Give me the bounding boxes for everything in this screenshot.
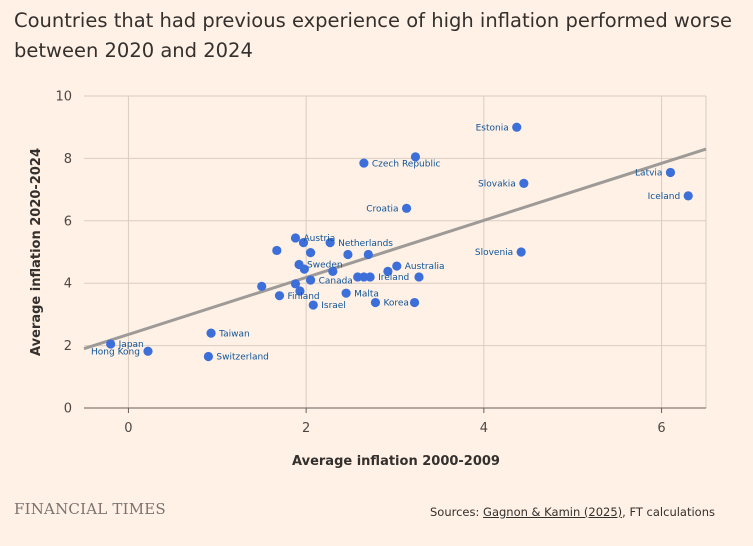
y-tick-label: 6 (64, 214, 72, 229)
point-label: Slovakia (478, 180, 516, 190)
y-tick-label: 0 (64, 402, 72, 417)
data-point (274, 291, 285, 301)
point-label: Sweden (307, 261, 343, 271)
point-label: Hong Kong (91, 347, 140, 357)
data-point (257, 281, 267, 291)
point-label: Korea (383, 299, 409, 309)
data-point (203, 351, 213, 362)
data-point (370, 297, 381, 308)
sources-suffix: , FT calculations (622, 505, 715, 519)
data-point (272, 245, 282, 256)
point-label: Ireland (378, 273, 409, 283)
grid-lines (84, 95, 707, 409)
sources-prefix: Sources: (430, 505, 484, 519)
data-point (290, 279, 301, 289)
point-label: Malta (354, 289, 379, 299)
data-point (298, 238, 309, 248)
data-point (410, 152, 421, 162)
data-point (325, 238, 335, 248)
data-point (409, 297, 420, 308)
point-label: Finland (287, 292, 319, 302)
data-point (392, 261, 402, 271)
data-point (299, 264, 309, 274)
x-tick-label: 2 (302, 421, 310, 436)
data-point (414, 272, 424, 282)
x-tick-label: 0 (124, 421, 132, 436)
x-tick-label: 4 (480, 421, 488, 436)
trendline-group (83, 147, 707, 351)
point-label: Taiwan (218, 329, 250, 339)
sources-link[interactable]: Gagnon & Kamin (2025) (483, 505, 623, 519)
y-tick-label: 8 (64, 152, 72, 167)
y-axis-title: Average inflation 2020-2024 (29, 148, 44, 356)
data-point (516, 247, 526, 257)
x-tick-label: 6 (657, 421, 665, 436)
data-point (305, 248, 316, 258)
point-label: Israel (321, 301, 346, 311)
y-tick-label: 2 (64, 339, 72, 354)
data-point (365, 272, 375, 282)
point-label: Australia (405, 262, 445, 272)
data-point (143, 346, 153, 356)
axes: 0 2 4 6 8 10 0 2 4 6 (55, 90, 706, 436)
point-label: Netherlands (338, 239, 393, 249)
data-point (401, 203, 412, 213)
data-point (308, 300, 318, 310)
point-label: Estonia (476, 123, 509, 133)
point-label: Croatia (366, 205, 398, 215)
data-point (328, 266, 338, 276)
point-labels: Estonia Czech Republic Latvia Slovakia Icela… (91, 123, 680, 362)
trendline (83, 147, 707, 351)
point-label: Slovenia (475, 248, 513, 258)
point-label: Latvia (635, 169, 662, 179)
data-point (363, 249, 373, 260)
data-point (341, 288, 351, 298)
sources-note: Sources: Gagnon & Kamin (2025), FT calcu… (430, 505, 715, 519)
data-point (359, 158, 369, 168)
point-label: Iceland (648, 192, 681, 202)
data-point (290, 233, 301, 243)
x-axis-title: Average inflation 2000-2009 (292, 454, 500, 469)
point-label: Czech Republic (372, 159, 441, 169)
data-point (106, 339, 116, 349)
data-point (383, 266, 393, 276)
point-label: Switzerland (216, 353, 269, 363)
point-label: Japan (118, 340, 144, 350)
data-point (206, 328, 216, 338)
point-label: Canada (319, 276, 353, 286)
y-tick-label: 4 (64, 277, 72, 292)
data-point (305, 275, 316, 285)
chart-title: Countries that had previous experience o… (14, 9, 732, 62)
data-points (106, 122, 693, 362)
point-label: Austria (303, 234, 335, 244)
y-tick-label: 10 (55, 90, 72, 105)
data-point (665, 167, 676, 178)
data-point (512, 122, 522, 132)
brand-logo: FINANCIAL TIMES (14, 500, 166, 518)
data-point (295, 286, 305, 296)
data-point (683, 191, 693, 201)
data-point (519, 178, 529, 188)
data-point (343, 249, 353, 260)
